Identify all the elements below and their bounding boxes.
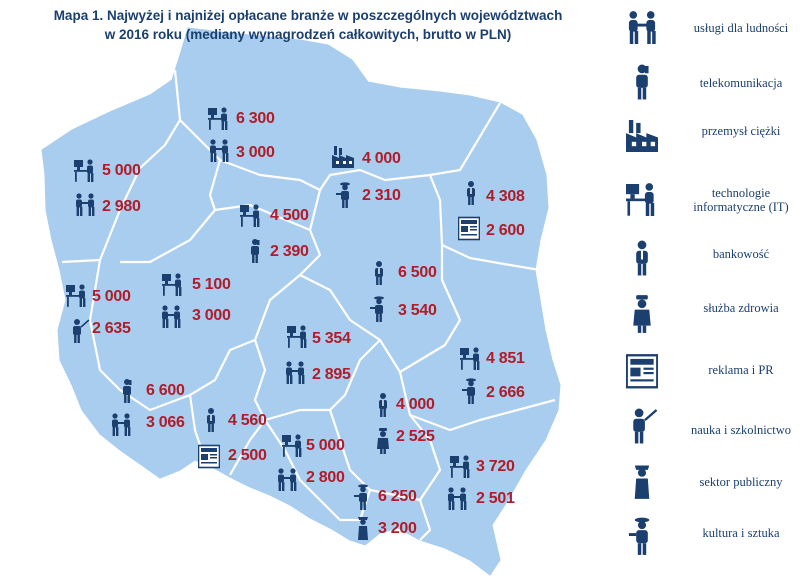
officer-icon <box>352 514 374 540</box>
computer-user-icon <box>162 272 184 298</box>
high-value: 4 000 <box>362 150 401 167</box>
legend-label: przemysł ciężki <box>701 124 781 138</box>
handshake-icon <box>74 192 96 218</box>
low-value: 2 895 <box>312 366 351 383</box>
newspaper-icon <box>197 444 221 470</box>
computer-user-icon <box>626 180 658 220</box>
businessman-icon <box>460 180 482 206</box>
high-value: 6 500 <box>398 264 437 281</box>
legend-label: służba zdrowia <box>703 301 779 315</box>
high-value: 5 000 <box>306 437 345 454</box>
legend-item: usługi dla ludności <box>618 8 805 52</box>
phone-person-icon <box>116 378 138 404</box>
legend-item: bankowość <box>618 238 805 282</box>
computer-user-icon <box>66 283 88 309</box>
computer-user-icon <box>287 324 309 350</box>
low-value: 2 600 <box>486 222 525 239</box>
legend-label: kultura i sztuka <box>702 526 780 540</box>
handshake-icon <box>110 412 132 438</box>
legend-item: kultura i sztuka <box>618 516 805 560</box>
legend-item: telekomunikacja <box>618 62 805 106</box>
newspaper-icon <box>457 216 481 242</box>
high-value: 4 308 <box>486 188 525 205</box>
nurse-icon <box>626 294 658 334</box>
map-title: Mapa 1. Najwyżej i najniżej opłacane bra… <box>28 6 588 44</box>
phone-person-icon <box>244 238 266 264</box>
high-value: 5 354 <box>312 330 351 347</box>
artist-icon <box>626 516 658 556</box>
factory-icon <box>332 144 354 170</box>
officer-icon <box>626 460 658 500</box>
high-value: 3 720 <box>476 458 515 475</box>
legend-label: reklama i PR <box>708 363 774 377</box>
legend-label: nauka i szkolnictwo <box>691 423 791 437</box>
high-value: 5 000 <box>102 162 141 179</box>
artist-icon <box>460 378 482 404</box>
low-value: 2 980 <box>102 198 141 215</box>
computer-user-icon <box>74 158 96 184</box>
computer-user-icon <box>208 106 230 132</box>
high-value: 4 851 <box>486 350 525 367</box>
high-value: 4 560 <box>228 412 267 429</box>
phone-person-icon <box>626 62 658 102</box>
low-value: 3 000 <box>236 144 275 161</box>
title-line-1: Mapa 1. Najwyżej i najniżej opłacane bra… <box>53 8 563 23</box>
legend-label: telekomunikacja <box>699 76 783 90</box>
artist-icon <box>334 182 356 208</box>
nurse-icon <box>372 428 394 454</box>
high-value: 6 250 <box>378 488 417 505</box>
high-value: 5 100 <box>192 276 231 293</box>
artist-icon <box>368 296 390 322</box>
handshake-icon <box>446 486 468 512</box>
teacher-icon <box>626 406 658 446</box>
legend-item: służba zdrowia <box>618 294 805 338</box>
high-value: 6 300 <box>236 110 275 127</box>
low-value: 2 635 <box>92 320 131 337</box>
legend-item: technologie informatyczne (IT) <box>618 180 805 224</box>
handshake-icon <box>160 304 182 330</box>
legend-item: reklama i PR <box>618 352 805 396</box>
low-value: 3 200 <box>378 520 417 537</box>
low-value: 2 800 <box>306 469 345 486</box>
handshake-icon <box>626 8 658 48</box>
handshake-icon <box>208 138 230 164</box>
factory-icon <box>626 116 658 156</box>
legend-item: sektor publiczny <box>618 460 805 504</box>
legend-item: nauka i szkolnictwo <box>618 406 805 450</box>
legend-label: usługi dla ludności <box>693 21 789 35</box>
computer-user-icon <box>460 346 482 372</box>
computer-user-icon <box>450 454 472 480</box>
handshake-icon <box>284 360 306 386</box>
newspaper-icon <box>625 352 659 392</box>
businessman-icon <box>372 392 394 418</box>
high-value: 4 000 <box>396 396 435 413</box>
high-value: 5 000 <box>92 288 131 305</box>
teacher-icon <box>68 318 90 344</box>
low-value: 2 310 <box>362 187 401 204</box>
low-value: 3 000 <box>192 307 231 324</box>
poland-outline <box>41 27 561 576</box>
high-value: 4 500 <box>270 207 309 224</box>
low-value: 2 390 <box>270 243 309 260</box>
low-value: 3 066 <box>146 414 185 431</box>
low-value: 2 666 <box>486 384 525 401</box>
low-value: 2 501 <box>476 490 515 507</box>
businessman-icon <box>626 238 658 278</box>
low-value: 3 540 <box>398 302 437 319</box>
title-line-2: w 2016 roku (mediany wynagrodzeń całkowi… <box>104 27 512 42</box>
artist-icon <box>352 484 374 510</box>
legend-label: bankowość <box>712 247 770 261</box>
low-value: 2 525 <box>396 428 435 445</box>
businessman-icon <box>200 407 222 433</box>
handshake-icon <box>276 467 298 493</box>
legend-label: technologie informatyczne (IT) <box>693 186 789 214</box>
high-value: 6 600 <box>146 382 185 399</box>
legend-item: przemysł ciężki <box>618 116 805 160</box>
legend-label: sektor publiczny <box>699 475 783 489</box>
computer-user-icon <box>282 433 304 459</box>
computer-user-icon <box>240 203 262 229</box>
low-value: 2 500 <box>228 447 267 464</box>
businessman-icon <box>368 260 390 286</box>
